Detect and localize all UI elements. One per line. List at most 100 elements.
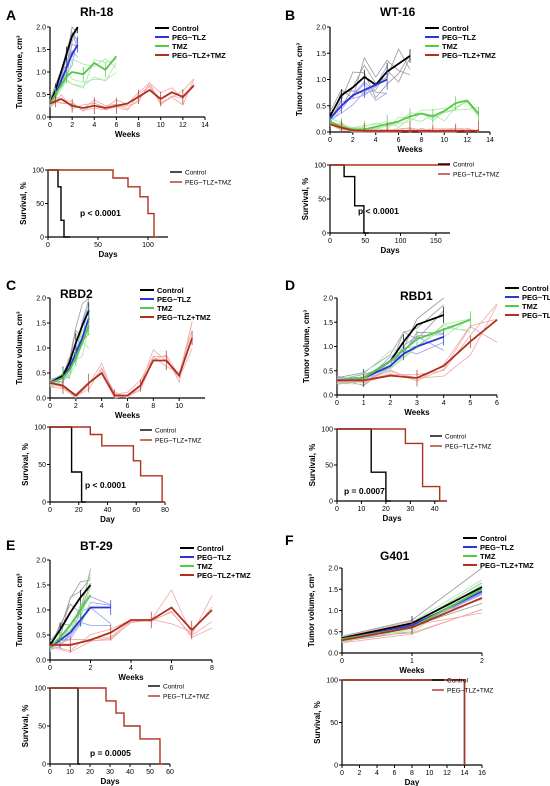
panel-title: G401 xyxy=(380,549,410,563)
series-line xyxy=(336,314,445,382)
growth-x-tick-label: 1 xyxy=(362,400,366,407)
growth-x-tick-label: 2 xyxy=(480,658,484,665)
survival-x-tick-label: 40 xyxy=(431,506,439,513)
growth-x-tick-label: 12 xyxy=(463,137,471,144)
growth-y-tick-label: 2.0 xyxy=(36,296,46,303)
growth-x-tick-label: 4 xyxy=(92,122,96,129)
growth-y-tick-label: 1.0 xyxy=(323,344,333,351)
legend-label: TMZ xyxy=(197,562,213,571)
growth-x-tick-label: 4 xyxy=(442,400,446,407)
individual-trace xyxy=(49,611,213,653)
survival-y-tick-label: 0 xyxy=(40,235,44,242)
growth-y-tick-label: 0.0 xyxy=(316,130,326,137)
p-value: p = 0.0005 xyxy=(90,748,131,758)
survival-y-label: Survival, % xyxy=(301,178,310,221)
growth-x-tick-label: 0 xyxy=(48,403,52,410)
growth-y-tick-label: 0.5 xyxy=(316,103,326,110)
growth-y-label: Tumor volume, cm³ xyxy=(302,310,311,384)
survival-curve xyxy=(48,169,70,238)
growth-x-label: Weeks xyxy=(404,408,430,417)
legend-label: PEG~TLZ xyxy=(442,33,476,42)
survival-x-tick-label: 50 xyxy=(146,769,154,776)
growth-x-tick-label: 4 xyxy=(129,665,133,672)
survival-x-tick-label: 10 xyxy=(66,769,74,776)
survival-x-label: Days xyxy=(100,777,120,786)
series-line xyxy=(329,78,388,120)
survival-x-label: Days xyxy=(98,250,118,259)
series-line xyxy=(49,325,90,384)
survival-x-label: Day xyxy=(100,515,115,524)
survival-y-tick-label: 100 xyxy=(314,163,326,170)
survival-y-tick-label: 50 xyxy=(330,720,338,727)
individual-trace xyxy=(329,54,411,121)
growth-y-tick-label: 1.0 xyxy=(316,77,326,84)
growth-x-tick-label: 10 xyxy=(175,403,183,410)
growth-x-tick-label: 2 xyxy=(351,137,355,144)
survival-x-tick-label: 0 xyxy=(46,242,50,249)
growth-x-tick-label: 8 xyxy=(210,665,214,672)
survival-curve xyxy=(50,687,80,765)
growth-y-tick-label: 0.5 xyxy=(323,368,333,375)
legend-label: PEG~TLZ xyxy=(522,293,550,302)
legend-label: Control xyxy=(442,24,469,33)
survival-x-tick-label: 0 xyxy=(335,506,339,513)
growth-y-label: Tumor volume, cm³ xyxy=(15,573,24,647)
survival-legend-label: PEG~TLZ+TMZ xyxy=(185,180,231,187)
panel-title: BT-29 xyxy=(80,539,113,553)
survival-x-tick-label: 20 xyxy=(75,507,83,514)
growth-y-tick-label: 2.0 xyxy=(328,566,338,573)
survival-y-tick-label: 50 xyxy=(38,462,46,469)
growth-y-tick-label: 1.5 xyxy=(36,47,46,54)
legend-label: Control xyxy=(480,534,507,543)
p-value: p < 0.0001 xyxy=(358,206,399,216)
growth-y-tick-label: 1.5 xyxy=(328,587,338,594)
survival-legend-label: Control xyxy=(445,434,467,441)
growth-x-label: Weeks xyxy=(399,666,425,675)
survival-legend-label: PEG~TLZ+TMZ xyxy=(155,438,201,445)
legend-label: Control xyxy=(157,286,184,295)
growth-x-tick-label: 6 xyxy=(114,122,118,129)
individual-trace xyxy=(49,589,213,645)
survival-x-tick-label: 40 xyxy=(126,769,134,776)
growth-y-tick-label: 0.5 xyxy=(36,371,46,378)
panel-title: Rh-18 xyxy=(80,5,114,19)
growth-x-tick-label: 2 xyxy=(74,403,78,410)
series-line xyxy=(49,594,92,649)
legend-label: TMZ xyxy=(157,304,173,313)
survival-y-tick-label: 100 xyxy=(34,425,46,432)
survival-y-tick-label: 0 xyxy=(334,763,338,770)
survival-x-label: Days xyxy=(382,514,402,523)
growth-x-tick-label: 2 xyxy=(70,122,74,129)
survival-x-tick-label: 0 xyxy=(48,769,52,776)
survival-x-tick-label: 30 xyxy=(106,769,114,776)
survival-legend-label: PEG~TLZ+TMZ xyxy=(445,444,491,451)
survival-x-tick-label: 40 xyxy=(104,507,112,514)
survival-x-tick-label: 60 xyxy=(132,507,140,514)
series-line xyxy=(329,123,479,132)
survival-y-tick-label: 100 xyxy=(321,427,333,434)
panel-letter: F xyxy=(285,532,294,548)
legend-label: TMZ xyxy=(172,42,188,51)
panel-b: B WT-16 0 2 4 6 8 10 12 14 0.0 0.5 1.0 1.5 2.0 Weeks Tum… xyxy=(285,5,499,255)
survival-x-tick-label: 0 xyxy=(340,770,344,777)
growth-x-tick-label: 14 xyxy=(486,137,494,144)
survival-y-label: Survival, % xyxy=(313,701,322,744)
panel-title: RBD2 xyxy=(60,287,93,301)
survival-curve xyxy=(342,679,466,765)
survival-legend-label: Control xyxy=(163,684,185,691)
p-value: p < 0.0001 xyxy=(80,208,121,218)
survival-y-tick-label: 50 xyxy=(38,724,46,731)
series-line xyxy=(50,606,213,646)
panel-letter: C xyxy=(6,277,16,293)
growth-y-tick-label: 0.5 xyxy=(328,629,338,636)
growth-x-tick-label: 6 xyxy=(126,403,130,410)
survival-x-tick-label: 0 xyxy=(48,507,52,514)
survival-x-tick-label: 20 xyxy=(86,769,94,776)
legend-label: TMZ xyxy=(522,302,538,311)
survival-x-tick-label: 16 xyxy=(478,770,486,777)
survival-curve xyxy=(50,426,165,503)
growth-y-tick-label: 0.5 xyxy=(36,92,46,99)
series-line xyxy=(341,596,483,642)
